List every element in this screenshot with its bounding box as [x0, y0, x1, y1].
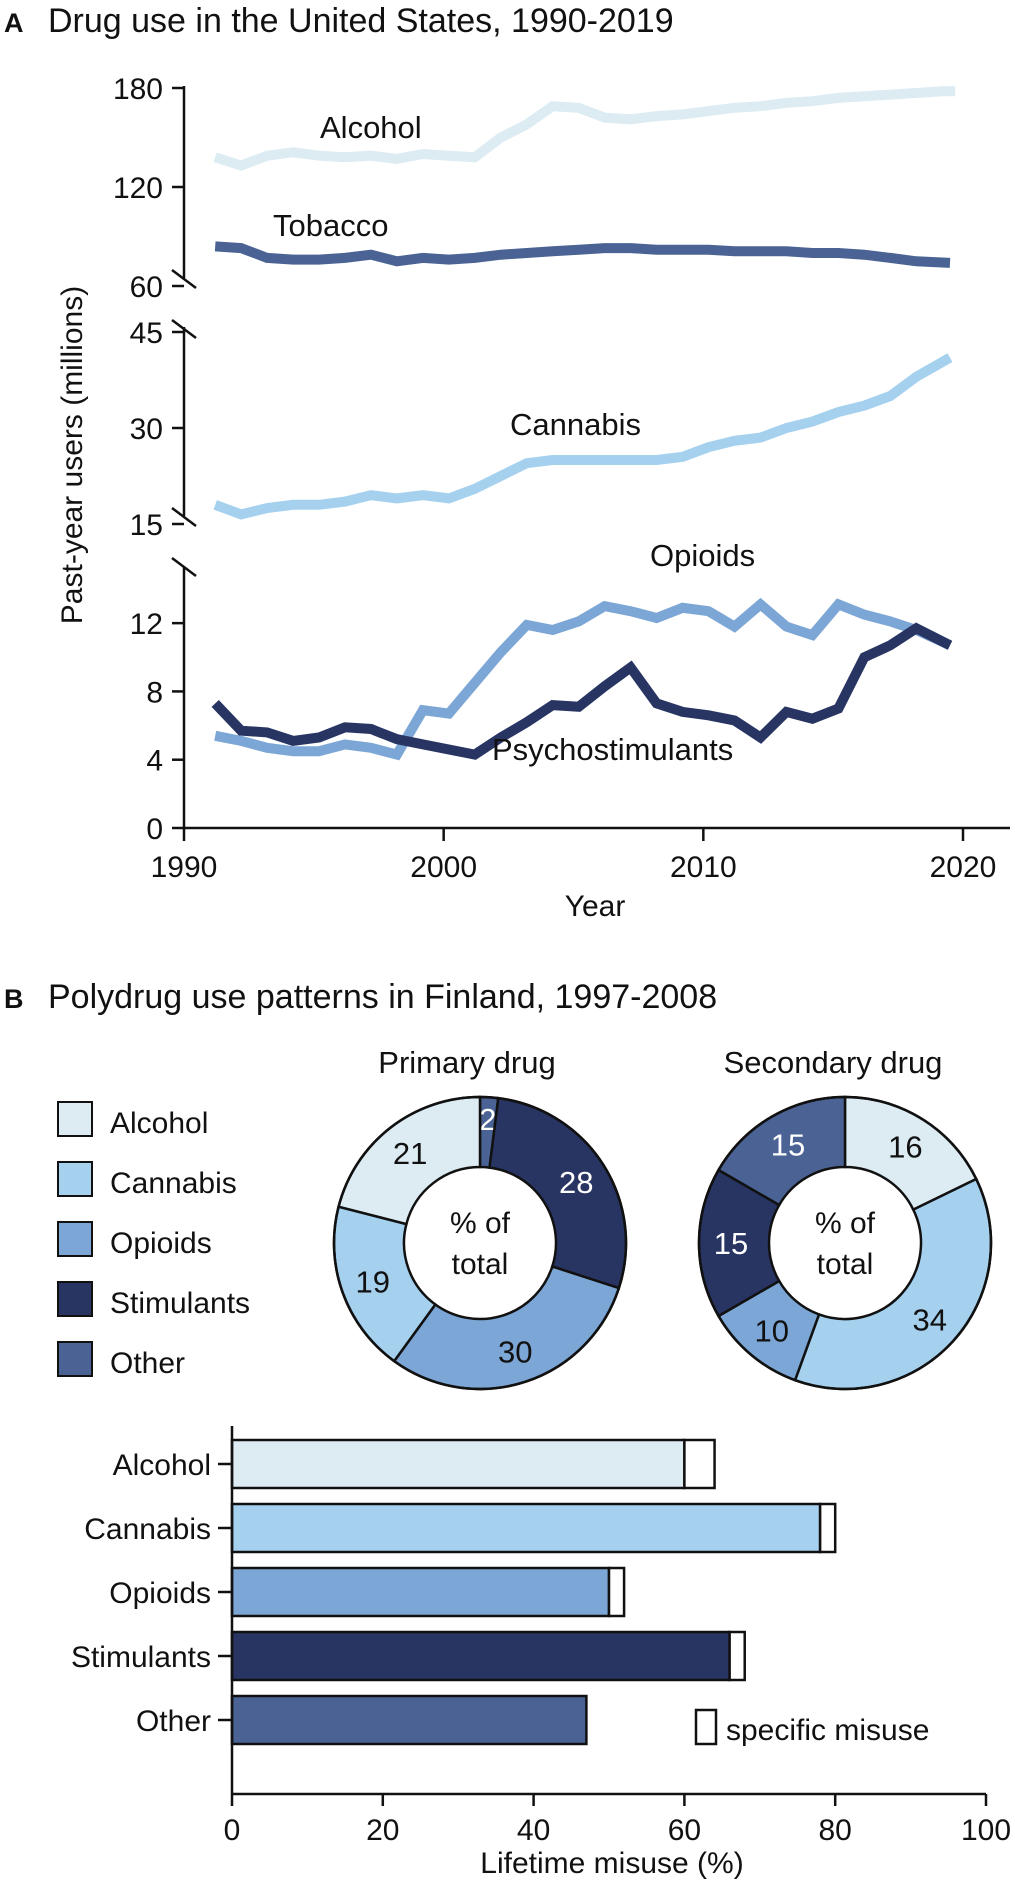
- pie-primary-slice-stimulants: [488, 1096, 628, 1290]
- legend-label-alcohol: Alcohol: [110, 1107, 208, 1140]
- label-tobacco-line: Tobacco: [273, 208, 388, 243]
- bar-stimulants: [230, 1630, 731, 1682]
- legend-swatch-cannabis: [57, 1161, 93, 1197]
- bar-x-tick-label-20: 20: [366, 1814, 399, 1847]
- pie-primary-title: Primary drug: [378, 1045, 555, 1080]
- axis-break-mark-2: [171, 507, 197, 527]
- bar-category-label-other: Other: [136, 1705, 211, 1738]
- pie-secondary-title: Secondary drug: [724, 1045, 943, 1080]
- y-axis-label: Past-year users (millions): [56, 286, 89, 624]
- pie-secondary-center-line1: % of: [815, 1207, 876, 1240]
- legend-swatch-opioids: [57, 1221, 93, 1257]
- pie-primary-label-other: 2: [479, 1102, 496, 1137]
- x-tick-label-1990: 1990: [151, 851, 218, 884]
- legend: Alcohol Cannabis Opioids Stimulants Othe…: [57, 1101, 250, 1380]
- pie-primary-slice-opioids: [392, 1264, 621, 1391]
- label-opioids-line: Opioids: [650, 538, 755, 573]
- axis-break-mark-1: [171, 319, 197, 339]
- series-line-opioids: [214, 597, 953, 761]
- line-chart: 60 120 180 15 30 45 0 4 8 12 1990 2000 2010 2020: [113, 73, 1010, 884]
- y-tick-label-upper-60: 60: [130, 271, 163, 304]
- series-line-tobacco: [214, 241, 951, 268]
- y-tick-label-lower-12: 12: [130, 608, 163, 641]
- pie-primary-label-alcohol: 21: [393, 1136, 427, 1171]
- bar-opioids: [230, 1566, 611, 1618]
- y-tick-label-middle-30: 30: [130, 413, 163, 446]
- bar-category-label-cannabis: Cannabis: [84, 1513, 211, 1546]
- panel-b-title: Polydrug use patterns in Finland, 1997-2…: [48, 978, 717, 1016]
- bar-category-label-stimulants: Stimulants: [71, 1641, 211, 1674]
- bar-specific-alcohol: [683, 1438, 716, 1490]
- x-tick-label-2010: 2010: [670, 851, 737, 884]
- pie-primary-label-cannabis: 19: [355, 1265, 389, 1300]
- legend-swatch-stimulants: [57, 1281, 93, 1317]
- pie-primary-center-line1: % of: [450, 1207, 511, 1240]
- legend-label-cannabis: Cannabis: [110, 1167, 237, 1200]
- y-tick-label-lower-8: 8: [146, 676, 163, 709]
- y-tick-label-middle-15: 15: [130, 509, 163, 542]
- y-tick-label-lower-4: 4: [146, 745, 163, 778]
- pie-secondary-label-alcohol: 16: [888, 1129, 922, 1164]
- x-axis-label: Year: [565, 890, 626, 923]
- series-line-cannabis: [213, 353, 953, 520]
- pie-secondary-label-cannabis: 34: [912, 1302, 946, 1337]
- legend-label-other: Other: [110, 1347, 185, 1380]
- y-tick-label-upper-120: 120: [113, 172, 163, 205]
- bar-other: [230, 1694, 588, 1746]
- x-tick-label-2000: 2000: [410, 851, 477, 884]
- bar-x-axis-label: Lifetime misuse (%): [480, 1847, 743, 1880]
- legend-swatch-other: [57, 1341, 93, 1377]
- panel-a-title: Drug use in the United States, 1990-2019: [48, 2, 674, 40]
- y-tick-label-middle-45: 45: [130, 317, 163, 350]
- legend-label-stimulants: Stimulants: [110, 1287, 250, 1320]
- pie-primary-label-stimulants: 28: [559, 1165, 593, 1200]
- bar-specific-opioids: [607, 1566, 626, 1618]
- panel-a-letter: A: [4, 8, 24, 38]
- bar-x-tick-label-80: 80: [819, 1814, 852, 1847]
- pie-secondary-label-stimulants: 15: [714, 1226, 748, 1261]
- label-cannabis-line: Cannabis: [510, 407, 641, 442]
- bar-alcohol: [230, 1438, 686, 1490]
- legend-swatch-alcohol: [57, 1101, 93, 1137]
- label-psychostimulants-line: Psychostimulants: [492, 732, 733, 767]
- bar-x-tick-label-0: 0: [224, 1814, 241, 1847]
- label-alcohol-line: Alcohol: [320, 110, 422, 145]
- series-line-alcohol: [213, 86, 956, 171]
- legend-label-opioids: Opioids: [110, 1227, 212, 1260]
- pie-charts: 2 28 30 19 21 16 34 10 15 15: [332, 1095, 993, 1391]
- bar-category-label-opioids: Opioids: [109, 1577, 211, 1610]
- bar-chart: Alcohol Cannabis Opioids Stimulants Other 0 20…: [71, 1426, 1011, 1847]
- bar-category-label-alcohol: Alcohol: [113, 1449, 211, 1482]
- pie-secondary-center-line2: total: [817, 1248, 874, 1281]
- bar-cannabis: [230, 1502, 822, 1554]
- pie-secondary-label-opioids: 10: [754, 1313, 788, 1348]
- panel-b-letter: B: [4, 984, 24, 1014]
- bar-x-tick-label-100: 100: [961, 1814, 1011, 1847]
- pie-primary-outline: [332, 1095, 628, 1391]
- axis-break-mark-0: [171, 269, 197, 289]
- pie-primary-center-line2: total: [452, 1248, 509, 1281]
- bar-x-tick-label-60: 60: [668, 1814, 701, 1847]
- y-tick-label-upper-180: 180: [113, 73, 163, 106]
- specific-misuse-legend-label: specific misuse: [726, 1714, 929, 1747]
- bar-specific-cannabis: [818, 1502, 837, 1554]
- bar-x-tick-label-40: 40: [517, 1814, 550, 1847]
- bar-specific-stimulants: [728, 1630, 746, 1682]
- specific-misuse-legend-swatch: [694, 1708, 718, 1746]
- axis-break-mark-3: [171, 557, 197, 577]
- pie-primary-label-opioids: 30: [498, 1334, 532, 1369]
- series-line-psychostimulants: [211, 622, 953, 760]
- y-tick-label-lower-0: 0: [146, 813, 163, 846]
- x-tick-label-2020: 2020: [930, 851, 997, 884]
- pie-secondary-label-other: 15: [771, 1127, 805, 1162]
- pie-secondary-outline: [697, 1095, 993, 1391]
